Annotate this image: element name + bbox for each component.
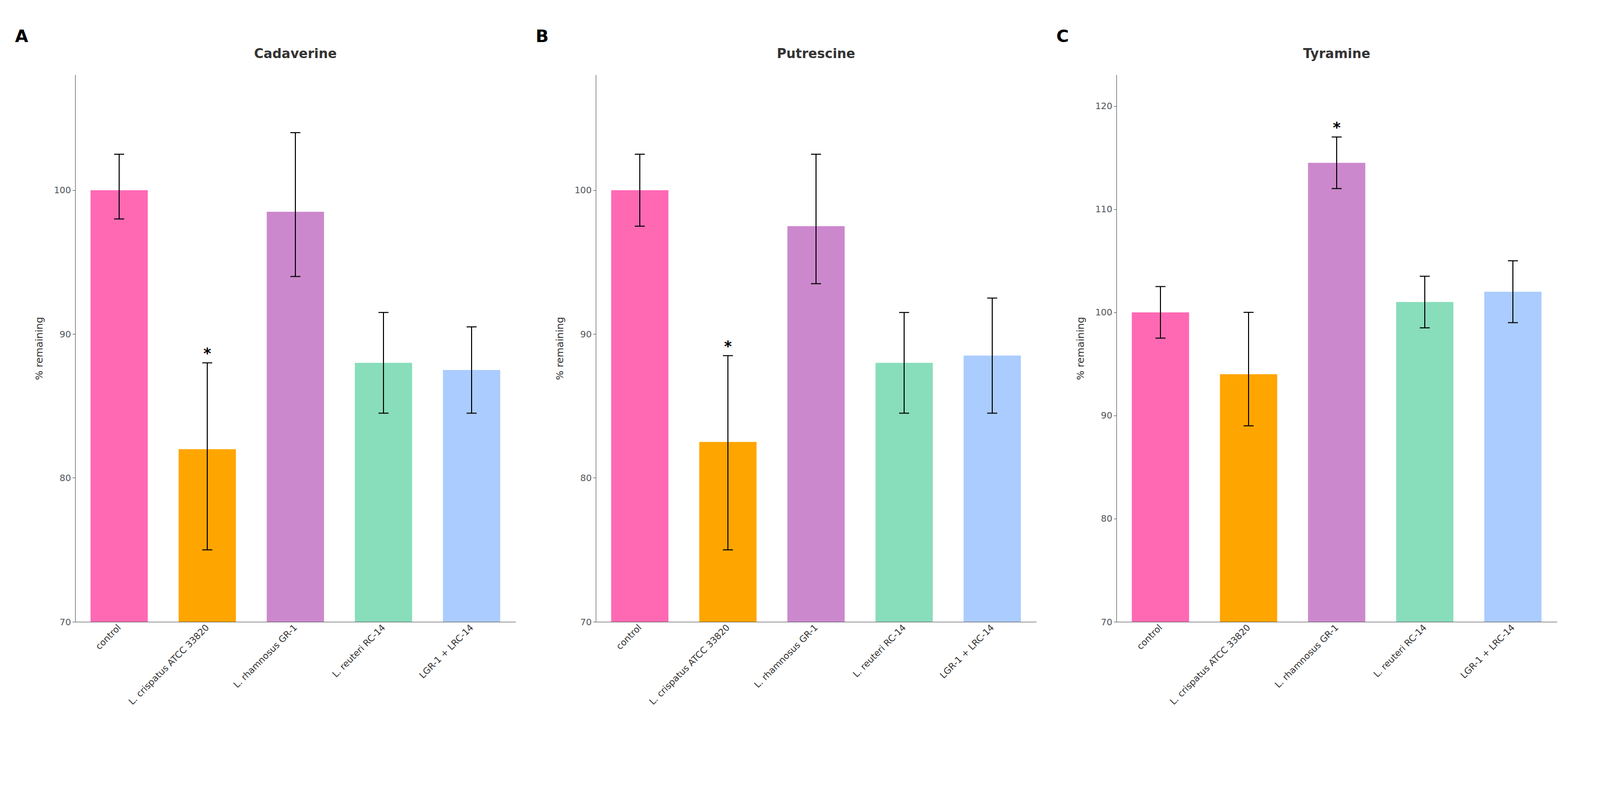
svg-text:70: 70 bbox=[59, 616, 72, 628]
svg-text:Tyramine: Tyramine bbox=[1303, 46, 1371, 62]
svg-text:Cadaverine: Cadaverine bbox=[253, 46, 337, 62]
svg-text:L. rhamnosus GR-1: L. rhamnosus GR-1 bbox=[751, 622, 820, 690]
svg-text:L. crispatus ATCC 33820: L. crispatus ATCC 33820 bbox=[126, 622, 211, 707]
svg-text:A: A bbox=[15, 26, 29, 47]
svg-text:100: 100 bbox=[1095, 306, 1113, 318]
svg-text:L. reuteri RC-14: L. reuteri RC-14 bbox=[329, 622, 387, 680]
svg-text:% remaining: % remaining bbox=[1074, 316, 1087, 380]
svg-text:L. reuteri RC-14: L. reuteri RC-14 bbox=[850, 622, 908, 680]
svg-text:control: control bbox=[93, 622, 123, 652]
svg-text:% remaining: % remaining bbox=[553, 316, 566, 380]
svg-text:120: 120 bbox=[1095, 100, 1113, 112]
svg-text:*: * bbox=[203, 344, 212, 362]
svg-text:control: control bbox=[1134, 622, 1164, 652]
svg-text:B: B bbox=[535, 26, 549, 47]
svg-text:80: 80 bbox=[59, 472, 72, 484]
svg-text:Putrescine: Putrescine bbox=[776, 46, 856, 62]
svg-text:100: 100 bbox=[54, 184, 72, 196]
svg-text:C: C bbox=[1056, 26, 1069, 47]
svg-text:70: 70 bbox=[1100, 616, 1113, 628]
svg-text:L. rhamnosus GR-1: L. rhamnosus GR-1 bbox=[231, 622, 299, 690]
svg-text:*: * bbox=[1332, 118, 1341, 137]
svg-text:100: 100 bbox=[574, 184, 592, 196]
svg-text:LGR-1 + LRC-14: LGR-1 + LRC-14 bbox=[937, 622, 996, 681]
svg-text:*: * bbox=[723, 337, 732, 355]
svg-text:L. reuteri RC-14: L. reuteri RC-14 bbox=[1371, 622, 1429, 680]
svg-text:control: control bbox=[613, 622, 644, 652]
svg-text:L. rhamnosus GR-1: L. rhamnosus GR-1 bbox=[1272, 622, 1341, 690]
svg-text:90: 90 bbox=[1100, 410, 1113, 421]
svg-text:80: 80 bbox=[580, 472, 592, 484]
svg-text:90: 90 bbox=[580, 328, 592, 340]
svg-text:80: 80 bbox=[1100, 513, 1113, 524]
svg-text:L. crispatus ATCC 33820: L. crispatus ATCC 33820 bbox=[646, 622, 732, 707]
svg-text:110: 110 bbox=[1095, 203, 1113, 215]
svg-text:LGR-1 + LRC-14: LGR-1 + LRC-14 bbox=[417, 622, 476, 681]
svg-text:90: 90 bbox=[59, 328, 72, 340]
svg-text:70: 70 bbox=[580, 616, 592, 628]
svg-text:L. crispatus ATCC 33820: L. crispatus ATCC 33820 bbox=[1167, 622, 1253, 707]
svg-text:% remaining: % remaining bbox=[33, 316, 46, 380]
svg-text:LGR-1 + LRC-14: LGR-1 + LRC-14 bbox=[1458, 622, 1517, 681]
